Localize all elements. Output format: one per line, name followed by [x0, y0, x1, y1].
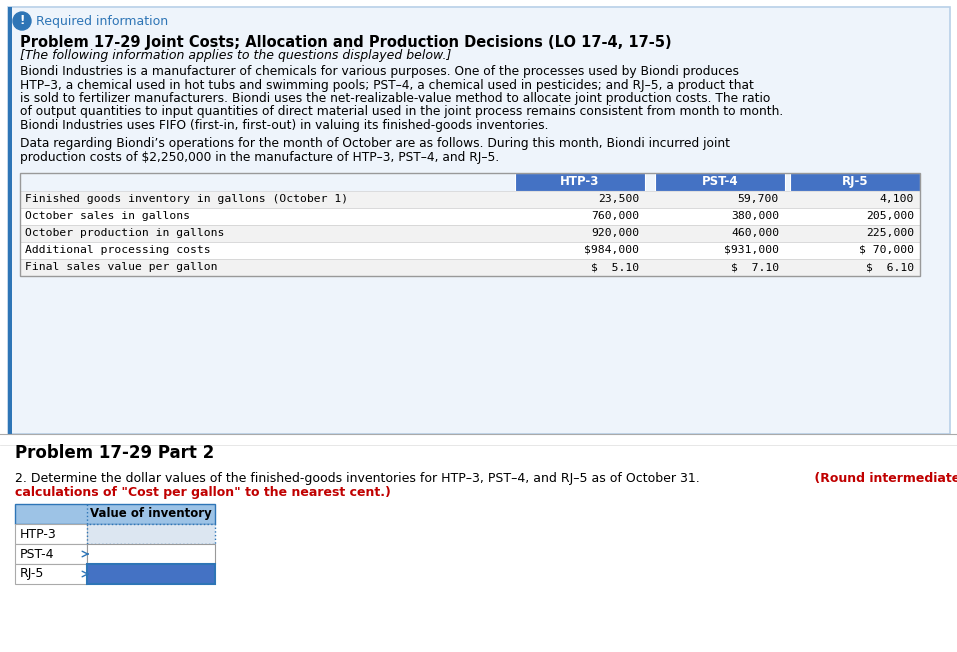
Bar [8, 7, 12, 434]
Text: !: ! [19, 14, 25, 27]
Bar [790, 173, 920, 190]
Text: Data regarding Biondi’s operations for the month of October are as follows. Duri: Data regarding Biondi’s operations for t… [20, 138, 730, 151]
Bar [20, 190, 920, 207]
Text: (Round intermediate: (Round intermediate [810, 472, 957, 485]
Text: Problem 17-29 Joint Costs; Allocation and Production Decisions (LO 17-4, 17-5): Problem 17-29 Joint Costs; Allocation an… [20, 35, 672, 50]
Text: HTP-3: HTP-3 [20, 527, 56, 541]
Text: $  5.10: $ 5.10 [590, 262, 639, 272]
Text: $  6.10: $ 6.10 [866, 262, 914, 272]
Bar [20, 258, 920, 276]
Text: $931,000: $931,000 [724, 245, 779, 255]
Bar [15, 504, 215, 524]
Text: 23,500: 23,500 [598, 194, 639, 204]
Bar [655, 173, 785, 190]
Text: 2. Determine the dollar values of the finished-goods inventories for HTP–3, PST–: 2. Determine the dollar values of the fi… [15, 472, 700, 485]
Text: Biondi Industries uses FIFO (first-in, first-out) in valuing its finished-goods : Biondi Industries uses FIFO (first-in, f… [20, 119, 548, 132]
Bar [20, 224, 920, 241]
Text: $  7.10: $ 7.10 [731, 262, 779, 272]
Text: Biondi Industries is a manufacturer of chemicals for various purposes. One of th: Biondi Industries is a manufacturer of c… [20, 65, 739, 78]
Text: $984,000: $984,000 [584, 245, 639, 255]
Text: HTP–3, a chemical used in hot tubs and swimming pools; PST–4, a chemical used in: HTP–3, a chemical used in hot tubs and s… [20, 78, 754, 91]
Text: HTP-3: HTP-3 [560, 175, 600, 188]
Text: production costs of $2,250,000 in the manufacture of HTP–3, PST–4, and RJ–5.: production costs of $2,250,000 in the ma… [20, 151, 500, 164]
Bar [20, 173, 920, 276]
Bar [87, 544, 215, 564]
Bar [87, 524, 215, 544]
Text: of output quantities to input quantities of direct material used in the joint pr: of output quantities to input quantities… [20, 106, 783, 119]
Text: Problem 17-29 Part 2: Problem 17-29 Part 2 [15, 444, 214, 462]
Text: Value of inventory: Value of inventory [90, 507, 211, 520]
Text: 920,000: 920,000 [590, 228, 639, 238]
Text: Required information: Required information [36, 14, 168, 27]
Text: calculations of "Cost per gallon" to the nearest cent.): calculations of "Cost per gallon" to the… [15, 486, 390, 499]
Bar [515, 173, 645, 190]
Bar [87, 564, 215, 584]
Bar [20, 241, 920, 258]
Text: 205,000: 205,000 [866, 211, 914, 221]
Text: $ 70,000: $ 70,000 [859, 245, 914, 255]
Bar [20, 207, 920, 224]
Text: RJ-5: RJ-5 [842, 175, 868, 188]
Text: RJ-5: RJ-5 [20, 567, 44, 580]
Text: Finished goods inventory in gallons (October 1): Finished goods inventory in gallons (Oct… [25, 194, 348, 204]
Bar [8, 7, 950, 434]
Bar [15, 524, 87, 544]
Text: 59,700: 59,700 [738, 194, 779, 204]
Text: 4,100: 4,100 [879, 194, 914, 204]
Text: Final sales value per gallon: Final sales value per gallon [25, 262, 217, 272]
Text: October production in gallons: October production in gallons [25, 228, 224, 238]
Circle shape [13, 12, 31, 30]
Bar [15, 564, 87, 584]
Text: 460,000: 460,000 [731, 228, 779, 238]
Text: October sales in gallons: October sales in gallons [25, 211, 190, 221]
Text: PST-4: PST-4 [20, 548, 55, 561]
Text: PST-4: PST-4 [701, 175, 738, 188]
Text: 380,000: 380,000 [731, 211, 779, 221]
Text: is sold to fertilizer manufacturers. Biondi uses the net-realizable-value method: is sold to fertilizer manufacturers. Bio… [20, 92, 770, 105]
Text: [The following information applies to the questions displayed below.]: [The following information applies to th… [20, 49, 452, 62]
Text: 760,000: 760,000 [590, 211, 639, 221]
Bar [15, 544, 87, 564]
Text: 225,000: 225,000 [866, 228, 914, 238]
Text: Additional processing costs: Additional processing costs [25, 245, 211, 255]
